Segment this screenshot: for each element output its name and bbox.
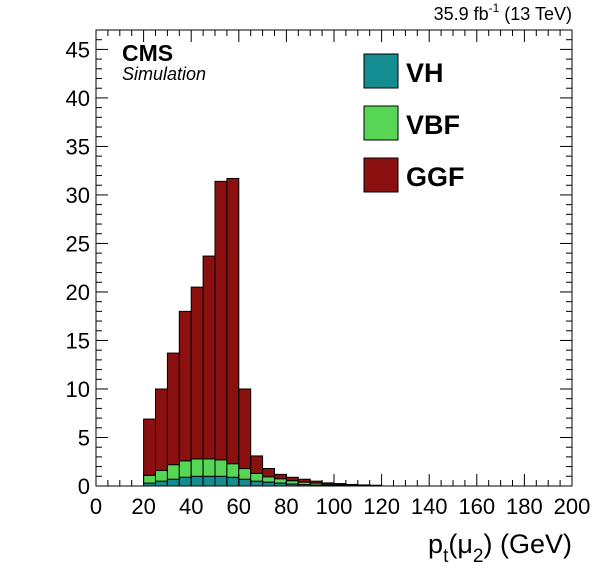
y-tick-label: 25 xyxy=(66,231,90,256)
bar-ggf-75 xyxy=(274,473,287,480)
bar-vbf-50 xyxy=(214,459,228,477)
legend-swatch-vh xyxy=(363,53,399,89)
cms-label: CMS xyxy=(122,40,173,66)
bar-vh-30 xyxy=(166,478,180,487)
bar-ggf-70 xyxy=(262,468,276,478)
x-tick-label: 160 xyxy=(458,494,495,519)
bar-vbf-25 xyxy=(155,469,168,482)
x-axis-title: pt(μ2) (GeV) xyxy=(428,529,572,567)
bar-vh-50 xyxy=(214,475,228,487)
bar-vbf-35 xyxy=(178,460,192,478)
bar-ggf-25 xyxy=(155,388,168,471)
bar-ggf-40 xyxy=(190,286,204,460)
simulation-label: Simulation xyxy=(122,64,206,84)
bar-vbf-80 xyxy=(285,480,299,485)
y-tick-label: 15 xyxy=(66,328,90,353)
legend-swatch-ggf xyxy=(363,157,399,193)
bar-ggf-20 xyxy=(143,418,157,476)
bar-vbf-20 xyxy=(143,474,157,484)
axis-tick-labels: 0 20 40 60 80 100 120 140 160 180 200 0 5 10 15 20 25 30 3… xyxy=(66,37,591,519)
x-tick-label: 20 xyxy=(131,494,155,519)
bar-ggf-35 xyxy=(178,310,192,462)
bar-vbf-55 xyxy=(226,463,240,478)
bar-ggf-95 xyxy=(321,482,335,485)
bar-ggf-85 xyxy=(297,478,311,483)
legend-label-vh: VH xyxy=(406,58,444,88)
bar-vh-25 xyxy=(155,480,168,487)
bar-ggf-55 xyxy=(226,177,240,465)
y-tick-label: 30 xyxy=(66,183,90,208)
bar-ggf-80 xyxy=(285,476,299,482)
bar-vbf-30 xyxy=(166,464,180,480)
x-tick-label: 200 xyxy=(554,494,591,519)
x-tick-label: 80 xyxy=(274,494,298,519)
bar-vbf-60 xyxy=(238,468,252,480)
x-tick-label: 0 xyxy=(90,494,102,519)
legend-label-ggf: GGF xyxy=(406,162,465,192)
bar-vbf-65 xyxy=(250,472,264,482)
bar-ggf-105 xyxy=(345,483,359,486)
x-tick-label: 120 xyxy=(363,494,400,519)
histogram-bars xyxy=(143,177,383,487)
legend-label-vbf: VBF xyxy=(406,110,460,140)
y-tick-label: 5 xyxy=(78,425,90,450)
bar-ggf-50 xyxy=(214,180,228,461)
bar-vh-45 xyxy=(202,475,216,487)
y-tick-label: 45 xyxy=(66,37,90,62)
bar-vbf-75 xyxy=(274,478,287,484)
bar-vbf-45 xyxy=(202,458,216,477)
bar-vh-35 xyxy=(178,476,192,487)
luminosity-label: 35.9 fb-1 (13 TeV) xyxy=(434,1,572,24)
bar-ggf-100 xyxy=(333,483,347,486)
bar-vh-40 xyxy=(190,475,204,487)
bar-vh-60 xyxy=(238,478,252,487)
x-tick-label: 140 xyxy=(411,494,448,519)
y-tick-label: 40 xyxy=(66,86,90,111)
bar-ggf-45 xyxy=(202,255,216,460)
legend-swatch-vbf xyxy=(363,105,399,141)
bar-ggf-65 xyxy=(250,455,264,474)
bar-ggf-30 xyxy=(166,352,180,466)
bar-vh-55 xyxy=(226,476,240,487)
y-tick-label: 20 xyxy=(66,280,90,305)
axis-ticks xyxy=(95,29,573,487)
bar-vbf-40 xyxy=(190,458,204,477)
y-tick-label: 10 xyxy=(66,377,90,402)
bar-ggf-60 xyxy=(238,388,252,470)
bar-vh-70 xyxy=(262,481,276,487)
x-tick-label: 40 xyxy=(179,494,203,519)
x-tick-label: 180 xyxy=(506,494,543,519)
bar-vbf-70 xyxy=(262,476,276,483)
bar-ggf-90 xyxy=(309,480,323,484)
bar-vh-65 xyxy=(250,480,264,487)
y-tick-label: 35 xyxy=(66,134,90,159)
legend: VH VBF GGF xyxy=(363,53,465,193)
x-tick-label: 100 xyxy=(316,494,353,519)
x-tick-label: 60 xyxy=(227,494,251,519)
y-tick-label: 0 xyxy=(78,474,90,499)
